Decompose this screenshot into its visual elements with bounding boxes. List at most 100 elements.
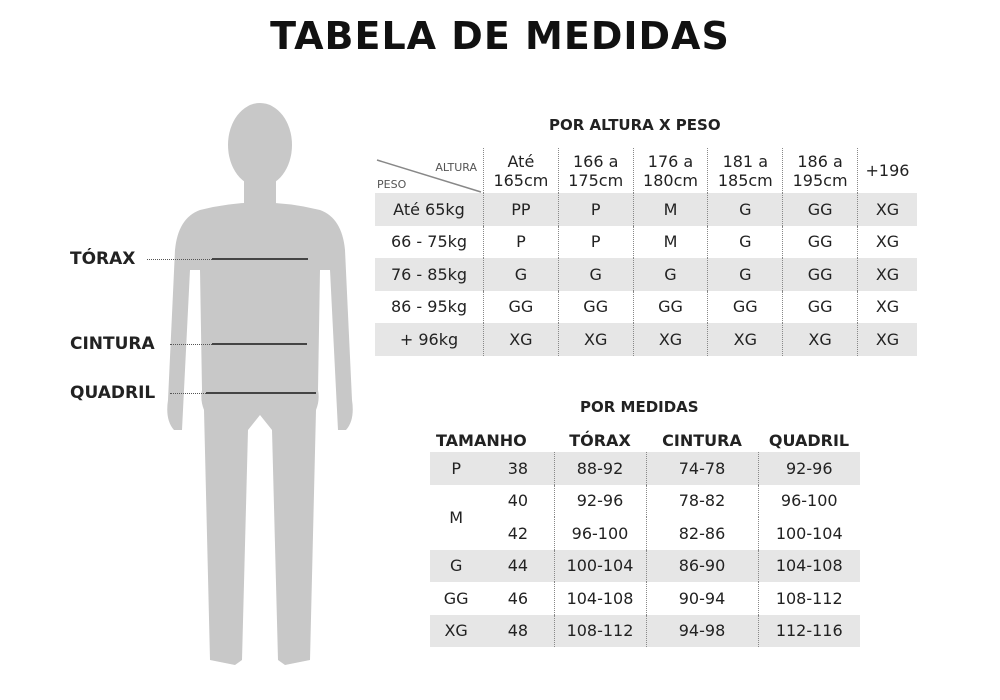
size-number: 46 bbox=[507, 588, 529, 608]
height-range-line1: +196 bbox=[865, 161, 910, 180]
body-silhouette bbox=[167, 103, 353, 665]
height-range-line1: 166 a bbox=[572, 151, 619, 171]
medidas-table: TAMANHO TÓRAX CINTURA QUADRIL P 38 88-92 74… bbox=[430, 428, 860, 647]
size-number: 44 bbox=[482, 549, 554, 582]
size-cell: XG bbox=[856, 193, 917, 226]
size-cell: M bbox=[632, 225, 708, 258]
height-range-line2: 195cm bbox=[792, 170, 848, 190]
size-letter: G bbox=[430, 549, 483, 582]
torax-leader-line bbox=[147, 259, 212, 260]
torax-measure-line bbox=[212, 258, 308, 260]
height-column-header: 176 a 180cm bbox=[632, 148, 708, 193]
medidas-title: POR MEDIDAS bbox=[580, 398, 699, 416]
size-cell: PP bbox=[483, 193, 559, 226]
quadril-cell: 112-116 bbox=[757, 614, 860, 647]
size-cell: GG bbox=[782, 193, 858, 226]
torax-cell: 92-96 bbox=[553, 484, 646, 517]
size-letter: P bbox=[430, 452, 483, 485]
table-row: G 44 100-104 86-90 104-108 bbox=[430, 549, 860, 582]
header-cintura: CINTURA bbox=[662, 430, 742, 450]
quadril-cell: 96-100 bbox=[757, 484, 860, 517]
size-cell: GG bbox=[707, 290, 783, 323]
quadril-cell: 92-96 bbox=[757, 452, 860, 485]
size-cell: G bbox=[707, 225, 783, 258]
height-column-header: Até 165cm bbox=[483, 148, 559, 193]
torax-cell: 100-104 bbox=[553, 549, 646, 582]
cintura-cell: 86-90 bbox=[645, 549, 758, 582]
quadril-measure-line bbox=[206, 392, 316, 394]
altura-peso-table: ALTURA PESO Até 165cm 166 a 175cm 176 a 180cm… bbox=[375, 148, 917, 356]
cintura-measure-line bbox=[212, 343, 307, 345]
header-torax: TÓRAX bbox=[569, 430, 631, 450]
size-cell: M bbox=[632, 193, 708, 226]
size-cell: G bbox=[632, 258, 708, 291]
size-number: 38 bbox=[482, 452, 554, 485]
torax-cell: 96-100 bbox=[553, 517, 646, 550]
table-row: M 40 92-96 78-82 96-100 bbox=[430, 484, 860, 527]
size-cell: G bbox=[707, 258, 783, 291]
table-row: P 38 88-92 74-78 92-96 bbox=[430, 452, 860, 485]
height-range-line1: Até bbox=[507, 151, 535, 171]
quadril-cell: 108-112 bbox=[757, 582, 860, 615]
cintura-cell: 90-94 bbox=[645, 582, 758, 615]
table-row: 66 - 75kg P P M G GG XG bbox=[375, 225, 917, 258]
size-cell: XG bbox=[856, 225, 917, 258]
size-number: 40 bbox=[507, 491, 529, 511]
size-cell: XG bbox=[483, 323, 559, 356]
weight-label: 76 - 85kg bbox=[375, 258, 484, 291]
cintura-cell: 94-98 bbox=[645, 614, 758, 647]
size-cell: GG bbox=[632, 290, 708, 323]
table-row: + 96kg XG XG XG XG XG XG bbox=[375, 323, 917, 356]
size-cell: XG bbox=[856, 323, 917, 356]
header-quadril: QUADRIL bbox=[768, 430, 850, 450]
weight-label: 66 - 75kg bbox=[390, 232, 468, 252]
table-row: 86 - 95kg GG GG GG GG GG XG bbox=[375, 290, 917, 323]
weight-label: + 96kg bbox=[375, 323, 484, 356]
torax-cell: 108-112 bbox=[553, 614, 646, 647]
size-letter: GG bbox=[443, 588, 469, 608]
height-column-header: +196 bbox=[856, 148, 917, 193]
table-row: GG 46 104-108 90-94 108-112 bbox=[430, 582, 860, 615]
cintura-leader-line bbox=[170, 344, 212, 345]
torax-cell: 88-92 bbox=[553, 452, 646, 485]
size-cell: XG bbox=[557, 323, 634, 356]
weight-label: 86 - 95kg bbox=[390, 297, 468, 317]
size-letter: M bbox=[449, 507, 464, 527]
size-cell: XG bbox=[856, 258, 917, 291]
label-torax: TÓRAX bbox=[70, 249, 136, 269]
label-cintura: CINTURA bbox=[70, 334, 155, 354]
size-cell: GG bbox=[483, 290, 559, 323]
table-row: Até 65kg PP P M G GG XG bbox=[375, 193, 917, 226]
size-cell: G bbox=[557, 258, 634, 291]
size-cell: XG bbox=[632, 323, 708, 356]
label-quadril: QUADRIL bbox=[70, 383, 156, 403]
cintura-cell: 78-82 bbox=[645, 484, 758, 517]
size-number: 48 bbox=[482, 614, 554, 647]
quadril-leader-line bbox=[170, 393, 206, 394]
height-column-header: 181 a 185cm bbox=[707, 148, 783, 193]
size-cell: G bbox=[483, 258, 559, 291]
height-range-line1: 176 a bbox=[647, 151, 694, 171]
height-column-header: 186 a 195cm bbox=[782, 148, 858, 193]
size-cell: P bbox=[483, 225, 559, 258]
header-tamanho: TAMANHO bbox=[436, 430, 527, 450]
torax-cell: 104-108 bbox=[553, 582, 646, 615]
size-number: 42 bbox=[507, 523, 529, 543]
height-range-line2: 175cm bbox=[568, 170, 624, 190]
table-row: 76 - 85kg G G G G GG XG bbox=[375, 258, 917, 291]
size-letter: XG bbox=[430, 614, 483, 647]
size-cell: P bbox=[557, 193, 634, 226]
size-cell: P bbox=[557, 225, 634, 258]
altura-peso-title: POR ALTURA X PESO bbox=[549, 116, 721, 134]
height-range-line2: 180cm bbox=[643, 170, 698, 190]
cintura-cell: 82-86 bbox=[645, 517, 758, 550]
height-range-line2: 165cm bbox=[493, 170, 549, 190]
size-cell: GG bbox=[782, 225, 858, 258]
weight-label: Até 65kg bbox=[375, 193, 484, 226]
height-range-line2: 185cm bbox=[717, 170, 773, 190]
height-column-header: 166 a 175cm bbox=[557, 148, 634, 193]
height-range-line1: 186 a bbox=[797, 151, 843, 171]
size-cell: XG bbox=[707, 323, 783, 356]
table-row: XG 48 108-112 94-98 112-116 bbox=[430, 614, 860, 647]
size-cell: GG bbox=[782, 290, 858, 323]
